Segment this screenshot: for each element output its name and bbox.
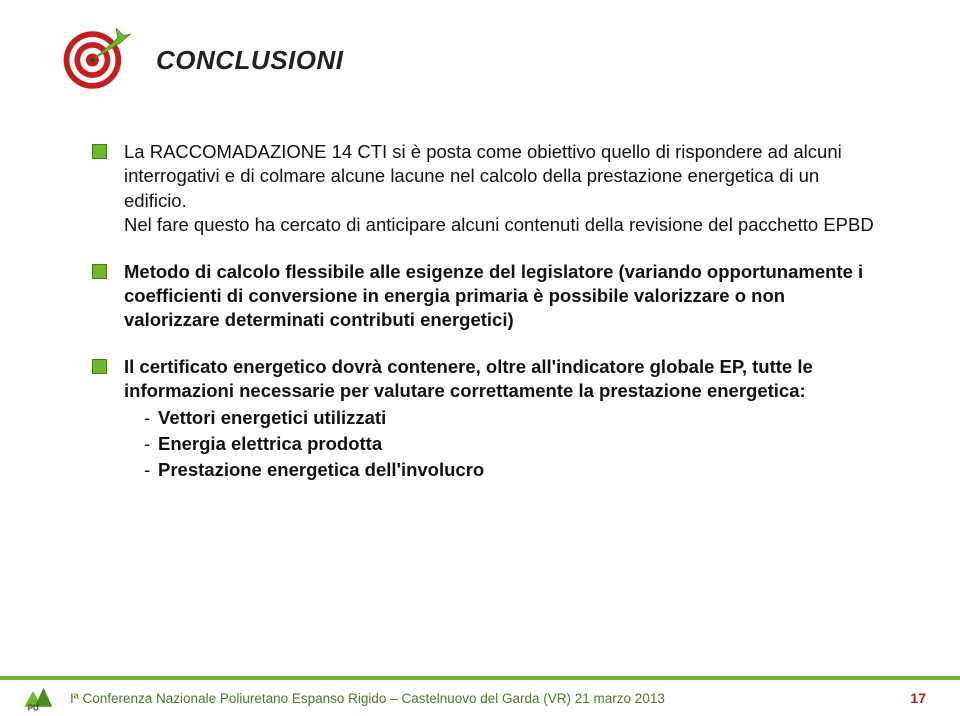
footer-page-number: 17 [910,690,926,706]
sub-item: Energia elettrica prodotta [144,432,880,456]
bullet-item: Il certificato energetico dovrà contener… [92,355,880,483]
sub-list: Vettori energetici utilizzatiEnergia ele… [124,406,880,483]
slide: { "title": "CONCLUSIONI", "bullets": [ {… [0,0,960,716]
slide-footer: PU Iª Conferenza Nazionale Poliuretano E… [0,676,960,716]
footer-text: Iª Conferenza Nazionale Poliuretano Espa… [70,691,665,706]
bullet-square-icon [92,359,107,374]
sub-item: Vettori energetici utilizzati [144,406,880,430]
sub-item: Prestazione energetica dell'involucro [144,458,880,482]
target-icon [60,24,132,96]
slide-body: La RACCOMADAZIONE 14 CTI si è posta come… [92,140,880,505]
bullet-text: Metodo di calcolo flessibile alle esigen… [124,260,880,333]
bullet-text: Il certificato energetico dovrà contener… [124,355,880,404]
bullet-item: Metodo di calcolo flessibile alle esigen… [92,260,880,333]
slide-title: CONCLUSIONI [156,45,344,76]
bullet-square-icon [92,264,107,279]
svg-text:PU: PU [28,703,39,712]
bullet-item: La RACCOMADAZIONE 14 CTI si è posta come… [92,140,880,238]
bullet-square-icon [92,144,107,159]
footer-content: PU Iª Conferenza Nazionale Poliuretano E… [0,680,960,716]
bullet-text: La RACCOMADAZIONE 14 CTI si è posta come… [124,140,880,238]
slide-header: CONCLUSIONI [60,24,900,96]
footer-logo-icon: PU [22,684,58,712]
